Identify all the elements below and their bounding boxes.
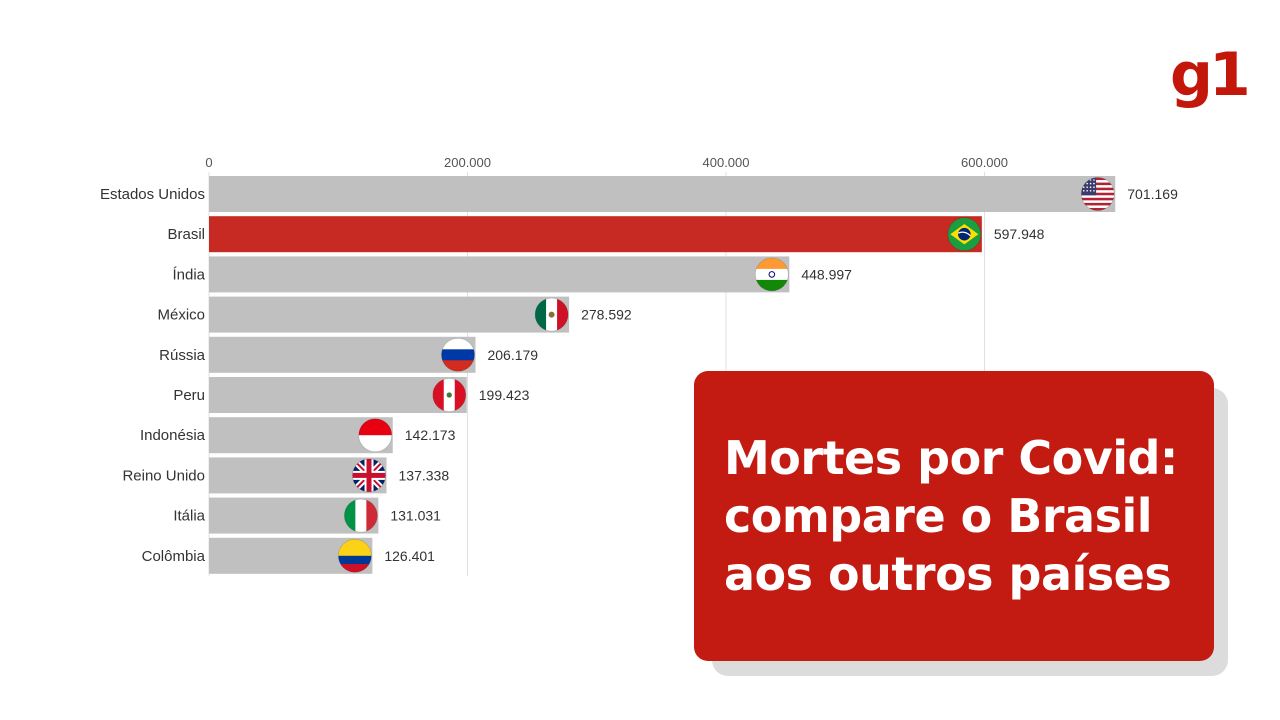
category-label: Estados Unidos	[100, 186, 205, 203]
value-label: 701.169	[1127, 186, 1178, 202]
bar	[209, 336, 476, 373]
x-tick-label: 0	[205, 155, 212, 170]
category-label: México	[157, 307, 205, 324]
category-label: Colômbia	[142, 548, 206, 565]
value-label: 131.031	[390, 508, 441, 524]
category-label: Brasil	[167, 226, 205, 243]
headline-card: Mortes por Covid: compare o Brasil aos o…	[694, 371, 1214, 661]
uk-flag-icon	[352, 458, 386, 493]
value-label: 278.592	[581, 307, 632, 323]
brazil-flag-icon	[947, 217, 982, 252]
value-label: 142.173	[405, 427, 456, 443]
category-label: Itália	[173, 508, 205, 525]
headline-line-1: Mortes por Covid:	[724, 431, 1178, 485]
mexico-flag-icon	[534, 297, 569, 332]
category-label: Peru	[173, 387, 205, 404]
value-label: 206.179	[487, 347, 538, 363]
headline-line-2: compare o Brasil	[724, 489, 1153, 543]
value-label: 137.338	[399, 467, 450, 483]
x-tick-labels: 0 200.000 400.000 600.000	[205, 155, 1008, 170]
russia-flag-icon	[441, 337, 475, 372]
usa-flag-icon	[1080, 177, 1115, 211]
category-label: Indonésia	[140, 427, 206, 444]
x-tick-label: 200.000	[444, 155, 491, 170]
category-labels: Estados Unidos Brasil Índia México Rússia Per…	[100, 186, 206, 565]
value-label: 126.401	[384, 548, 435, 564]
bar	[209, 216, 982, 253]
value-labels: 701.169 597.948 448.997 278.592 206.179 199.4…	[384, 186, 1178, 564]
category-label: Reino Unido	[122, 467, 205, 484]
bar	[209, 176, 1116, 212]
g1-logo: g1	[1170, 40, 1251, 110]
headline-line-3: aos outros países	[724, 547, 1172, 601]
x-tick-label: 600.000	[961, 155, 1008, 170]
value-label: 448.997	[801, 266, 852, 282]
indonesia-flag-icon	[358, 418, 393, 453]
colombia-flag-icon	[337, 538, 372, 573]
flags	[337, 177, 1115, 573]
value-label: 597.948	[994, 226, 1045, 242]
india-flag-icon	[754, 257, 789, 292]
x-tick-label: 400.000	[703, 155, 750, 170]
bar	[209, 377, 467, 413]
bar	[209, 296, 570, 333]
category-label: Rússia	[159, 347, 206, 364]
peru-flag-icon	[432, 378, 467, 412]
bar	[209, 256, 790, 293]
italy-flag-icon	[343, 498, 378, 533]
category-label: Índia	[172, 266, 205, 283]
value-label: 199.423	[479, 387, 530, 403]
